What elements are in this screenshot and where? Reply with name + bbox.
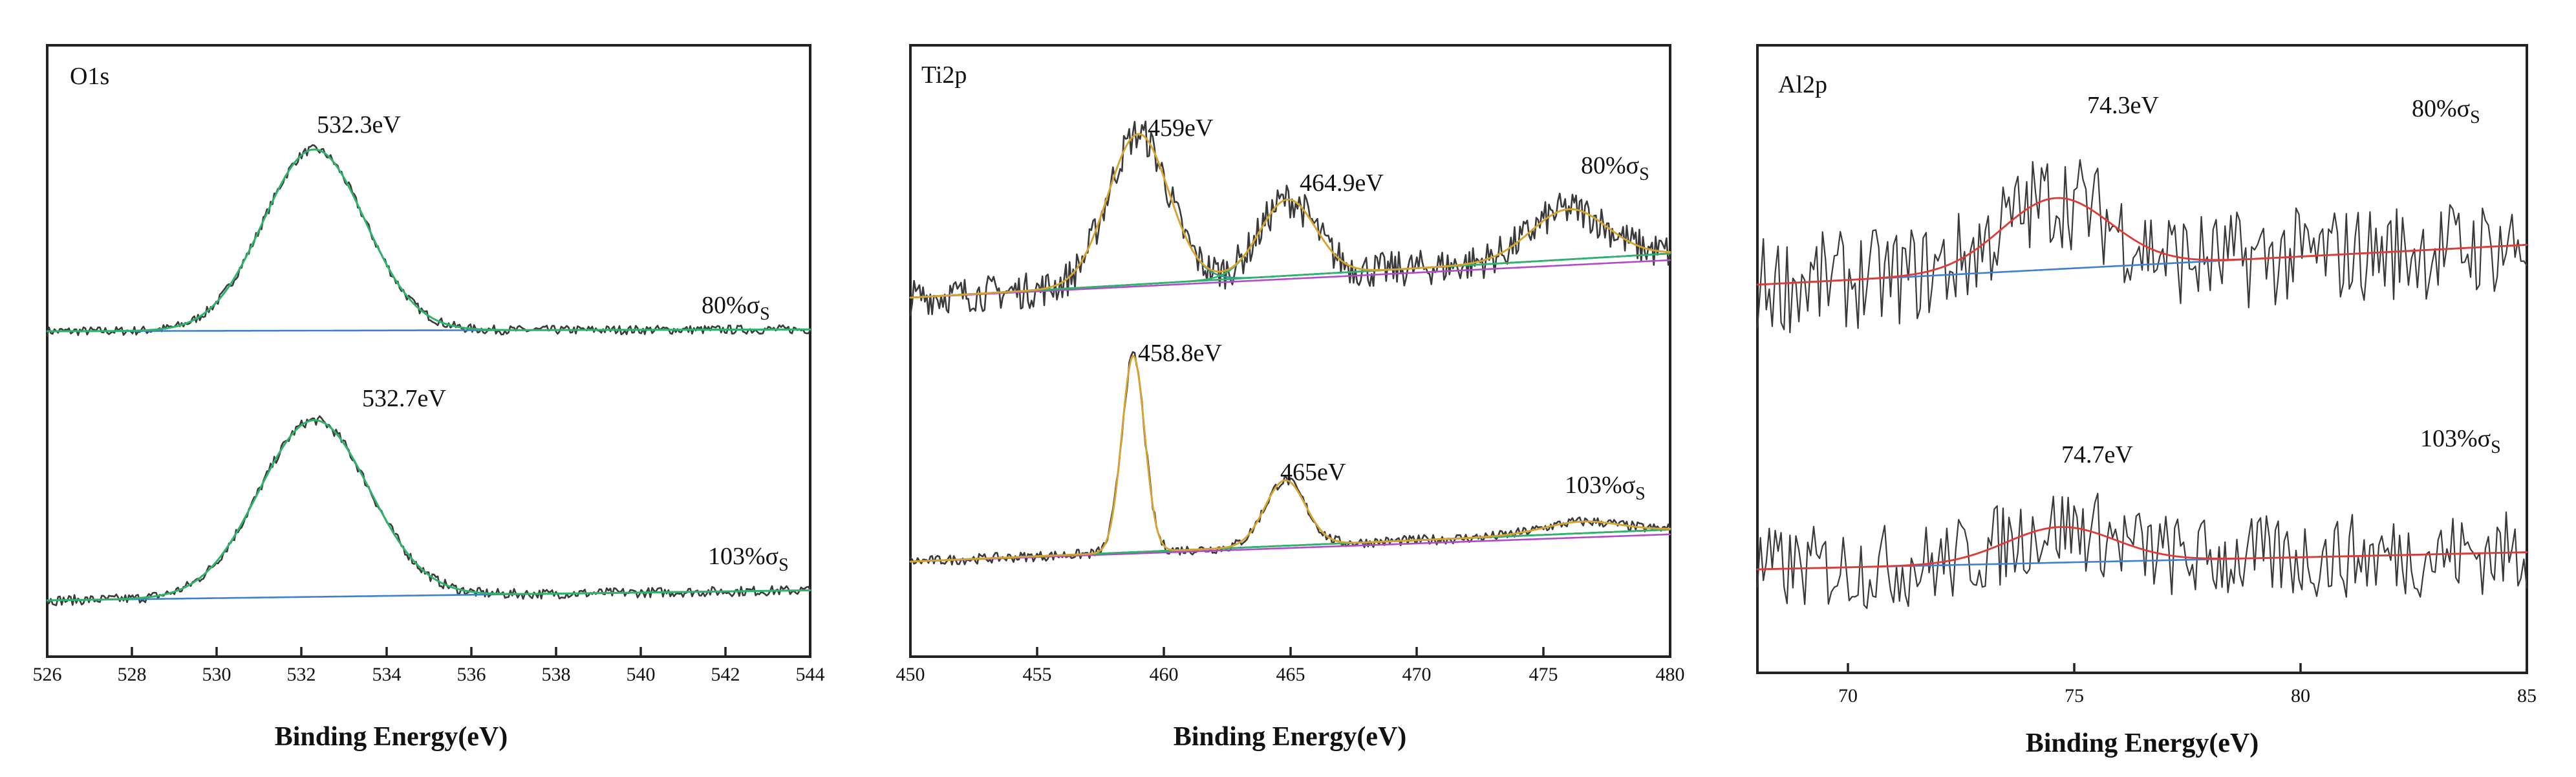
sample-label-al2p-80: 80%σS bbox=[2412, 95, 2480, 127]
panel-al2p-curves bbox=[1756, 159, 2528, 609]
tick-label-ti2p-455: 455 bbox=[1023, 664, 1052, 685]
tick-label-al2p-75: 75 bbox=[2065, 685, 2084, 706]
peak-label-ti2p-80-2: 464.9eV bbox=[1300, 170, 1384, 197]
envelope-fit-0 bbox=[909, 133, 1671, 299]
sample-label-o1s-103: 103%σS bbox=[708, 543, 789, 575]
raw-spectrum-al2p-1 bbox=[1756, 492, 2528, 609]
peak-fit-o1s-0 bbox=[46, 148, 811, 333]
tick-label-ti2p-480: 480 bbox=[1656, 664, 1685, 685]
panel-o1s-frame bbox=[46, 44, 811, 658]
tick-label-o1s-530: 530 bbox=[202, 664, 231, 685]
sample-label-al2p-80-sub: S bbox=[2470, 107, 2480, 127]
tick-label-o1s-538: 538 bbox=[542, 664, 571, 685]
panel-ti2p: Ti2p 459eV 464.9eV 458.8eV 465eV 80%σS 1… bbox=[896, 44, 1685, 752]
raw-spectrum-al2p-0 bbox=[1756, 159, 2528, 334]
x-axis-label-ti2p: Binding Energy(eV) bbox=[1174, 722, 1407, 752]
panel-al2p-label: Al2p bbox=[1778, 71, 1827, 98]
sample-label-al2p-103: 103%σS bbox=[2420, 425, 2501, 457]
tick-label-o1s-544: 544 bbox=[796, 664, 825, 685]
panel-al2p: Al2p 74.3eV 74.7eV 80%σS 103%σS 70 75 80… bbox=[1756, 44, 2537, 758]
tick-label-ti2p-470: 470 bbox=[1402, 664, 1432, 685]
raw-spectrum-o1s-0 bbox=[46, 144, 811, 337]
baseline-0 bbox=[909, 259, 1671, 299]
sample-label-ti2p-80-sub: S bbox=[1639, 164, 1649, 184]
sample-label-al2p-80-main: 80%σ bbox=[2412, 95, 2470, 122]
tick-label-ti2p-475: 475 bbox=[1529, 664, 1558, 685]
x-axis-label-o1s: Binding Energy(eV) bbox=[275, 722, 508, 752]
raw-spectrum-ti2p-1 bbox=[909, 351, 1671, 566]
tick-label-o1s-534: 534 bbox=[372, 664, 402, 685]
peak-label-ti2p-103-1: 458.8eV bbox=[1138, 340, 1222, 367]
tick-label-o1s-540: 540 bbox=[627, 664, 656, 685]
x-ticks-al2p bbox=[1847, 663, 2528, 673]
component-fit-1-1 bbox=[909, 479, 1671, 563]
x-tick-labels-al2p: 70 75 80 85 bbox=[1838, 685, 2537, 706]
tick-label-o1s-542: 542 bbox=[711, 664, 740, 685]
peak-label-o1s-80: 532.3eV bbox=[317, 111, 401, 138]
peak-label-ti2p-103-2: 465eV bbox=[1280, 459, 1346, 486]
peak-label-al2p-103: 74.7eV bbox=[2061, 441, 2133, 468]
sample-label-ti2p-103: 103%σS bbox=[1565, 472, 1646, 504]
peak-label-o1s-103: 532.7eV bbox=[362, 385, 446, 412]
sample-label-o1s-80-main: 80%σ bbox=[702, 292, 760, 319]
x-axis-label-al2p: Binding Energy(eV) bbox=[2026, 728, 2259, 758]
sample-label-o1s-80: 80%σS bbox=[702, 292, 770, 324]
peak-label-ti2p-80-1: 459eV bbox=[1148, 115, 1214, 142]
peak-fit-o1s-1 bbox=[46, 419, 811, 602]
sample-label-al2p-103-sub: S bbox=[2491, 437, 2501, 457]
panel-al2p-frame bbox=[1756, 44, 2528, 674]
panel-o1s-curves bbox=[46, 144, 811, 606]
tick-label-ti2p-465: 465 bbox=[1276, 664, 1305, 685]
x-ticks-ti2p bbox=[909, 647, 1671, 657]
tick-label-o1s-528: 528 bbox=[118, 664, 147, 685]
panel-ti2p-frame bbox=[909, 44, 1671, 658]
tick-label-ti2p-450: 450 bbox=[896, 664, 925, 685]
tick-label-o1s-526: 526 bbox=[33, 664, 62, 685]
peak-label-al2p-80: 74.3eV bbox=[2087, 92, 2159, 119]
x-ticks-o1s bbox=[46, 647, 811, 657]
sample-label-o1s-80-sub: S bbox=[760, 304, 770, 324]
tick-label-al2p-70: 70 bbox=[1838, 685, 1858, 706]
tick-label-al2p-85: 85 bbox=[2517, 685, 2537, 706]
sample-label-o1s-103-main: 103%σ bbox=[708, 543, 778, 570]
tick-label-ti2p-460: 460 bbox=[1150, 664, 1179, 685]
panel-o1s: O1s 532.3eV 532.7eV 80%σS 103%σS 526 528… bbox=[33, 44, 825, 752]
x-tick-labels-ti2p: 450 455 460 465 470 475 480 bbox=[896, 664, 1685, 685]
sample-label-o1s-103-sub: S bbox=[778, 555, 789, 575]
panel-ti2p-curves bbox=[909, 120, 1671, 566]
x-tick-labels-o1s: 526 528 530 532 534 536 538 540 542 544 bbox=[33, 664, 825, 685]
sample-label-ti2p-80-main: 80%σ bbox=[1581, 152, 1639, 179]
panel-ti2p-label: Ti2p bbox=[921, 61, 967, 89]
sample-label-ti2p-103-sub: S bbox=[1635, 484, 1646, 504]
envelope-fit-al2p-1 bbox=[1756, 526, 2528, 571]
envelope-fit-al2p-0 bbox=[1756, 197, 2528, 286]
tick-label-o1s-532: 532 bbox=[287, 664, 316, 685]
envelope-fit-1 bbox=[909, 355, 1671, 563]
tick-label-al2p-80: 80 bbox=[2291, 685, 2310, 706]
tick-label-o1s-536: 536 bbox=[457, 664, 486, 685]
panel-o1s-label: O1s bbox=[70, 63, 109, 90]
sample-label-ti2p-80: 80%σS bbox=[1581, 152, 1649, 184]
sample-label-al2p-103-main: 103%σ bbox=[2420, 425, 2491, 452]
raw-spectrum-ti2p-0 bbox=[909, 120, 1671, 316]
raw-spectrum-o1s-1 bbox=[46, 415, 811, 606]
sample-label-ti2p-103-main: 103%σ bbox=[1565, 472, 1635, 499]
